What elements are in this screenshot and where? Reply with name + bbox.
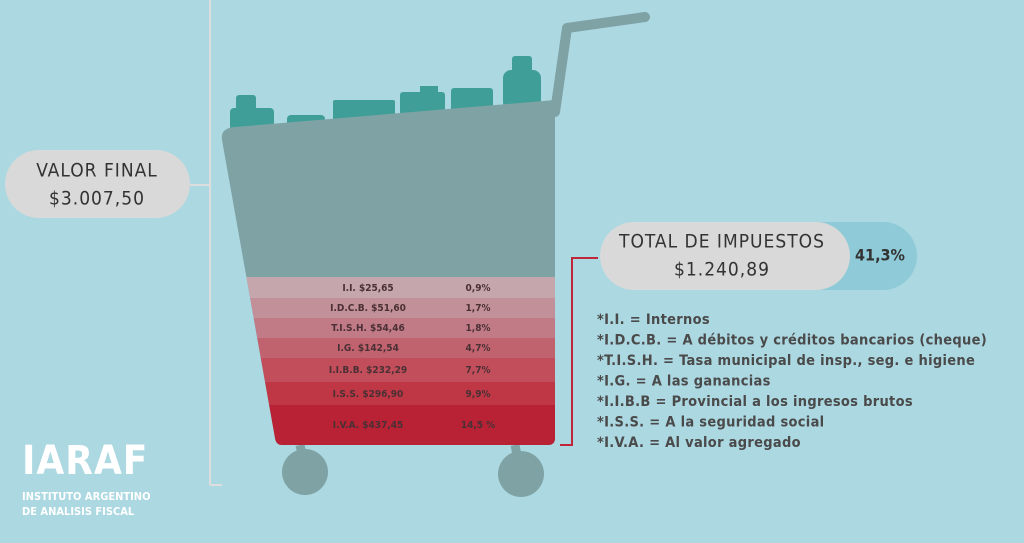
logo-line: INSTITUTO ARGENTINO [22,490,150,503]
legend-line: *I.I. = Internos [597,312,710,328]
row-label: I.I. $25,65 [342,283,393,294]
row-percent: 1,8% [466,323,491,334]
row-label: I.S.S. $296,90 [333,389,404,400]
cart-body [221,100,555,445]
logo-line: DE ANALISIS FISCAL [22,505,135,518]
legend-line: *I.V.A. = Al valor agregado [597,435,801,451]
row-percent: 4,7% [466,343,491,354]
row-label: I.D.C.B. $51,60 [330,303,406,314]
total-pill [600,222,850,290]
total-label: TOTAL DE IMPUESTOS [618,231,825,253]
row-percent: 9,9% [466,389,491,400]
wheel [282,449,328,495]
legend-line: *I.S.S. = A la seguridad social [597,415,824,431]
row-percent: 14,5 % [461,420,495,431]
legend-line: *I.I.B.B = Provincial a los ingresos bru… [597,394,913,410]
row-label: I.G. $142,54 [337,343,399,354]
row-label: I.I.B.B. $232,29 [329,365,407,376]
legend-line: *I.G. = A las ganancias [597,374,771,390]
row-label: T.I.S.H. $54,46 [331,323,405,334]
row-percent: 7,7% [466,365,491,376]
row-percent: 0,9% [466,283,491,294]
valor-final-pill [5,150,190,218]
red-bracket [560,257,598,446]
total-percent: 41,3% [855,246,905,265]
legend-line: *I.D.C.B. = A débitos y créditos bancari… [597,333,987,349]
valor-final-amount: $3.007,50 [49,188,145,210]
total-amount: $1.240,89 [674,259,770,281]
cart-handle [550,12,650,117]
legend-line: *T.I.S.H. = Tasa municipal de insp., seg… [597,353,975,369]
row-percent: 1,7% [466,303,491,314]
wheel [498,451,544,497]
row-label: I.V.A. $437,45 [333,420,404,431]
valor-final-label: VALOR FINAL [36,160,158,182]
logo-name: IARAF [22,438,148,484]
